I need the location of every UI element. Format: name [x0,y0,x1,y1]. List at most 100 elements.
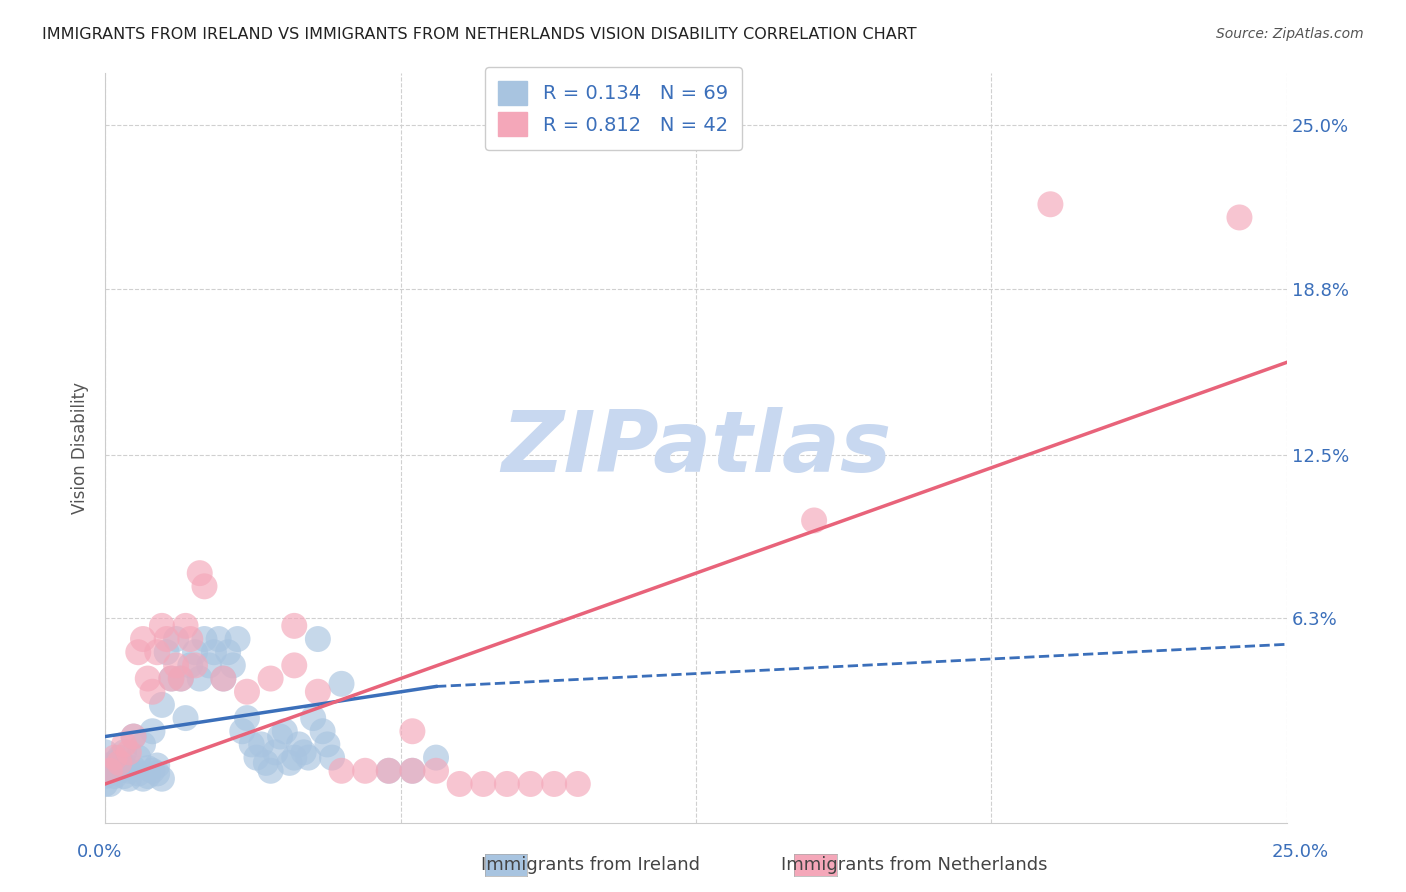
Point [112,745,135,759]
Point [122,730,145,744]
Point [136,672,159,686]
Point [288,738,311,752]
Point [240,738,263,752]
Point [321,750,343,764]
Point [156,632,179,646]
Point [311,724,333,739]
Point [146,758,169,772]
Text: Source: ZipAtlas.com: Source: ZipAtlas.com [1216,27,1364,41]
Point [519,777,541,791]
Y-axis label: Vision Disability: Vision Disability [72,382,89,514]
Point [184,658,207,673]
Point [208,632,231,646]
Point [170,672,193,686]
Point [94,777,117,791]
Text: ZIPatlas: ZIPatlas [501,407,891,490]
Point [94,758,117,772]
Point [236,684,259,698]
Point [104,756,127,770]
Point [118,745,141,759]
Text: IMMIGRANTS FROM IRELAND VS IMMIGRANTS FROM NETHERLANDS VISION DISABILITY CORRELA: IMMIGRANTS FROM IRELAND VS IMMIGRANTS FR… [42,27,917,42]
Point [141,724,163,739]
Point [259,672,281,686]
Point [302,711,325,725]
Point [378,764,401,778]
Point [165,658,187,673]
Point [136,769,159,783]
Point [94,764,117,778]
Point [283,619,305,633]
Point [146,645,169,659]
Point [179,632,201,646]
Point [330,764,353,778]
Text: Immigrants from Ireland: Immigrants from Ireland [481,856,700,874]
Point [174,619,197,633]
Point [156,645,179,659]
Point [212,672,235,686]
Point [543,777,565,791]
Point [112,769,135,783]
Point [193,632,215,646]
Point [160,672,183,686]
Point [184,645,207,659]
Point [401,724,423,739]
Point [449,777,471,791]
Point [354,764,377,778]
Point [98,764,121,778]
Text: Immigrants from Netherlands: Immigrants from Netherlands [780,856,1047,874]
Point [122,761,145,775]
Point [108,756,131,770]
Point [496,777,519,791]
Point [193,579,215,593]
Text: 0.0%: 0.0% [77,843,122,861]
Point [274,724,297,739]
Point [136,761,159,775]
Point [188,672,211,686]
Point [132,738,155,752]
Point [112,738,135,752]
Point [217,645,239,659]
Point [236,711,259,725]
Point [174,711,197,725]
Point [231,724,253,739]
Point [269,730,291,744]
Text: 25.0%: 25.0% [1271,843,1329,861]
Point [1039,197,1062,211]
Point [170,672,193,686]
Point [188,566,211,581]
Point [401,764,423,778]
Point [307,632,329,646]
Point [94,745,117,759]
Point [245,750,267,764]
Point [160,672,183,686]
Point [425,750,447,764]
Point [165,632,187,646]
Point [222,658,245,673]
Point [259,764,281,778]
Point [283,750,305,764]
Point [104,769,127,783]
Point [212,672,235,686]
Point [250,738,273,752]
Point [264,745,287,759]
Point [150,619,173,633]
Point [118,764,141,778]
Point [127,645,149,659]
Point [226,632,249,646]
Point [307,684,329,698]
Point [179,658,201,673]
Point [118,772,141,786]
Point [254,756,277,770]
Point [108,764,131,778]
Point [132,772,155,786]
Point [401,764,423,778]
Point [150,698,173,712]
Point [94,769,117,783]
Point [378,764,401,778]
Point [108,750,131,764]
Point [567,777,589,791]
Point [122,730,145,744]
Legend: R = 0.134   N = 69, R = 0.812   N = 42: R = 0.134 N = 69, R = 0.812 N = 42 [485,67,742,150]
Point [98,764,121,778]
Point [472,777,495,791]
